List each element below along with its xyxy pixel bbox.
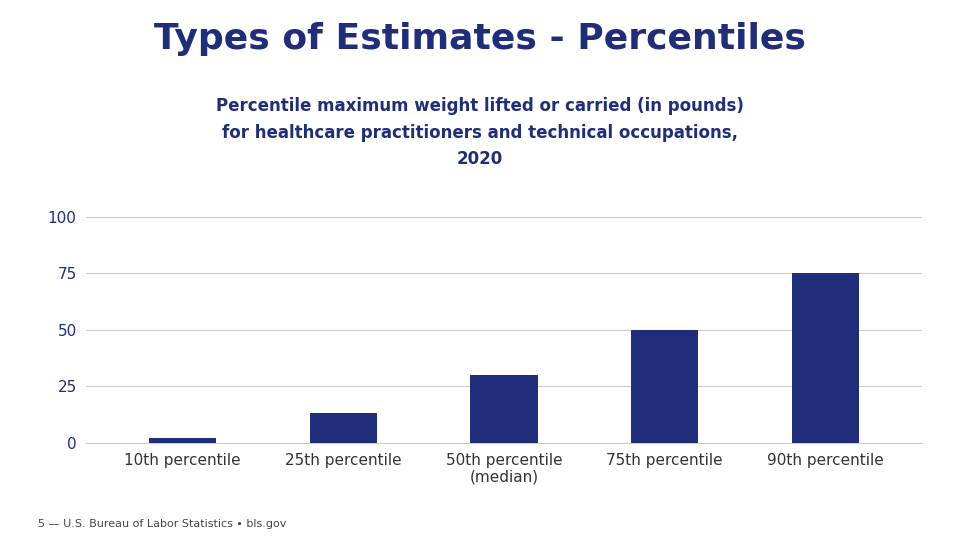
Text: Types of Estimates - Percentiles: Types of Estimates - Percentiles bbox=[154, 22, 806, 56]
Bar bbox=[149, 438, 217, 443]
Text: Percentile maximum weight lifted or carried (in pounds)
for healthcare practitio: Percentile maximum weight lifted or carr… bbox=[216, 97, 744, 168]
Text: 5 — U.S. Bureau of Labor Statistics • bls.gov: 5 — U.S. Bureau of Labor Statistics • bl… bbox=[38, 519, 287, 529]
Bar bbox=[631, 329, 698, 443]
Bar bbox=[310, 414, 377, 443]
Bar bbox=[470, 375, 538, 443]
Bar bbox=[791, 273, 859, 443]
